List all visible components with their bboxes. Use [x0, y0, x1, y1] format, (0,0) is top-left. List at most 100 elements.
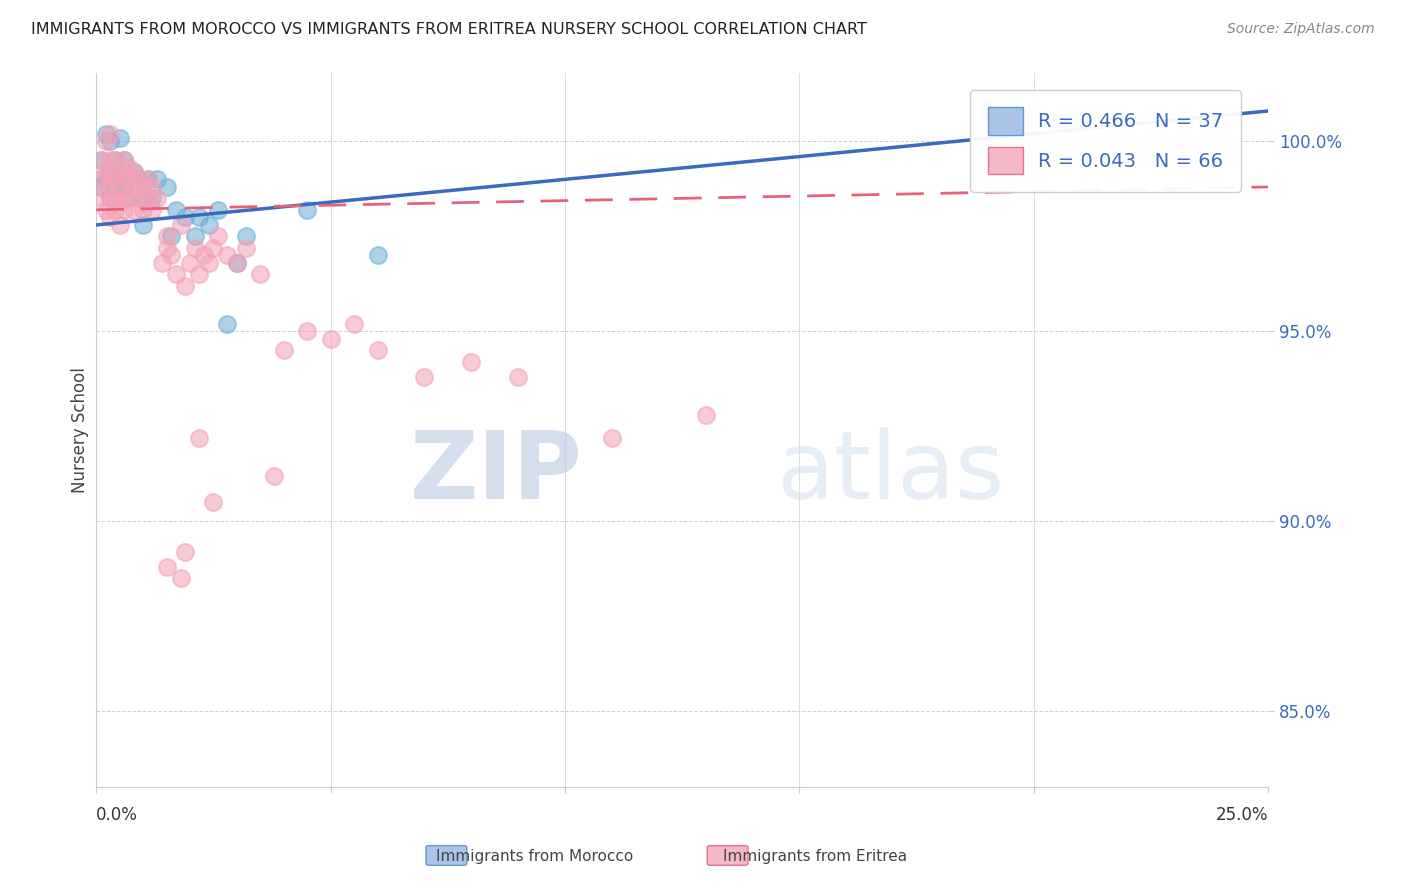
- Point: [217, 248, 239, 262]
- Point: [112, 153, 135, 168]
- Point: [295, 202, 318, 217]
- Point: [90, 153, 112, 168]
- Point: [150, 256, 173, 270]
- Point: [104, 153, 127, 168]
- Point: [127, 191, 149, 205]
- Text: 0.0%: 0.0%: [96, 806, 138, 824]
- Point: [193, 248, 215, 262]
- Text: 25.0%: 25.0%: [1216, 806, 1268, 824]
- Point: [98, 134, 121, 148]
- Point: [155, 180, 177, 194]
- Point: [174, 278, 197, 293]
- Point: [94, 134, 117, 148]
- Point: [108, 130, 131, 145]
- Point: [108, 218, 131, 232]
- Point: [112, 180, 135, 194]
- Point: [188, 268, 211, 282]
- Point: [118, 191, 141, 205]
- Point: [118, 172, 141, 186]
- Point: [136, 172, 159, 186]
- Point: [90, 191, 112, 205]
- Legend: R = 0.466   N = 37, R = 0.043   N = 66: R = 0.466 N = 37, R = 0.043 N = 66: [970, 90, 1241, 192]
- Point: [98, 191, 121, 205]
- Point: [132, 180, 155, 194]
- Point: [146, 172, 169, 186]
- Point: [98, 165, 121, 179]
- Point: [112, 172, 135, 186]
- Point: [112, 191, 135, 205]
- Text: ZIP: ZIP: [409, 427, 582, 519]
- Point: [90, 172, 112, 186]
- Point: [225, 256, 247, 270]
- Point: [127, 172, 149, 186]
- Text: Source: ZipAtlas.com: Source: ZipAtlas.com: [1227, 22, 1375, 37]
- Point: [165, 268, 187, 282]
- Point: [132, 202, 155, 217]
- Point: [141, 202, 163, 217]
- Point: [98, 153, 121, 168]
- Point: [1046, 115, 1069, 129]
- Point: [169, 218, 191, 232]
- Point: [183, 229, 205, 244]
- Point: [413, 370, 436, 384]
- Point: [188, 431, 211, 445]
- Text: atlas: atlas: [776, 427, 1004, 519]
- Point: [122, 165, 145, 179]
- Point: [104, 191, 127, 205]
- Point: [319, 332, 342, 346]
- Point: [179, 256, 201, 270]
- Point: [217, 317, 239, 331]
- Point: [235, 229, 257, 244]
- FancyBboxPatch shape: [426, 846, 467, 865]
- Point: [343, 317, 366, 331]
- Point: [225, 256, 247, 270]
- Point: [94, 202, 117, 217]
- Point: [249, 268, 271, 282]
- Point: [155, 241, 177, 255]
- Point: [122, 180, 145, 194]
- Point: [165, 202, 187, 217]
- Point: [94, 165, 117, 179]
- Point: [202, 241, 225, 255]
- Point: [90, 153, 112, 168]
- Point: [207, 229, 229, 244]
- Point: [98, 191, 121, 205]
- Point: [155, 229, 177, 244]
- Point: [136, 191, 159, 205]
- Point: [108, 172, 131, 186]
- Point: [366, 248, 388, 262]
- Point: [118, 191, 141, 205]
- Point: [98, 172, 121, 186]
- Point: [235, 241, 257, 255]
- Point: [98, 211, 121, 225]
- Point: [108, 180, 131, 194]
- Point: [104, 180, 127, 194]
- Point: [976, 103, 998, 118]
- Point: [146, 191, 169, 205]
- Point: [132, 218, 155, 232]
- Point: [174, 211, 197, 225]
- Point: [695, 408, 717, 422]
- Point: [174, 544, 197, 558]
- Point: [94, 172, 117, 186]
- Point: [104, 153, 127, 168]
- Point: [600, 431, 623, 445]
- Point: [508, 370, 530, 384]
- Point: [118, 161, 141, 175]
- Point: [104, 202, 127, 217]
- Point: [122, 202, 145, 217]
- Point: [366, 343, 388, 358]
- Text: Immigrants from Eritrea: Immigrants from Eritrea: [724, 849, 907, 863]
- Point: [122, 165, 145, 179]
- Point: [112, 153, 135, 168]
- Point: [98, 127, 121, 141]
- Point: [141, 191, 163, 205]
- Point: [295, 324, 318, 338]
- Point: [202, 495, 225, 509]
- Point: [460, 355, 482, 369]
- Point: [263, 468, 285, 483]
- Point: [94, 180, 117, 194]
- Point: [207, 202, 229, 217]
- Point: [183, 241, 205, 255]
- FancyBboxPatch shape: [707, 846, 748, 865]
